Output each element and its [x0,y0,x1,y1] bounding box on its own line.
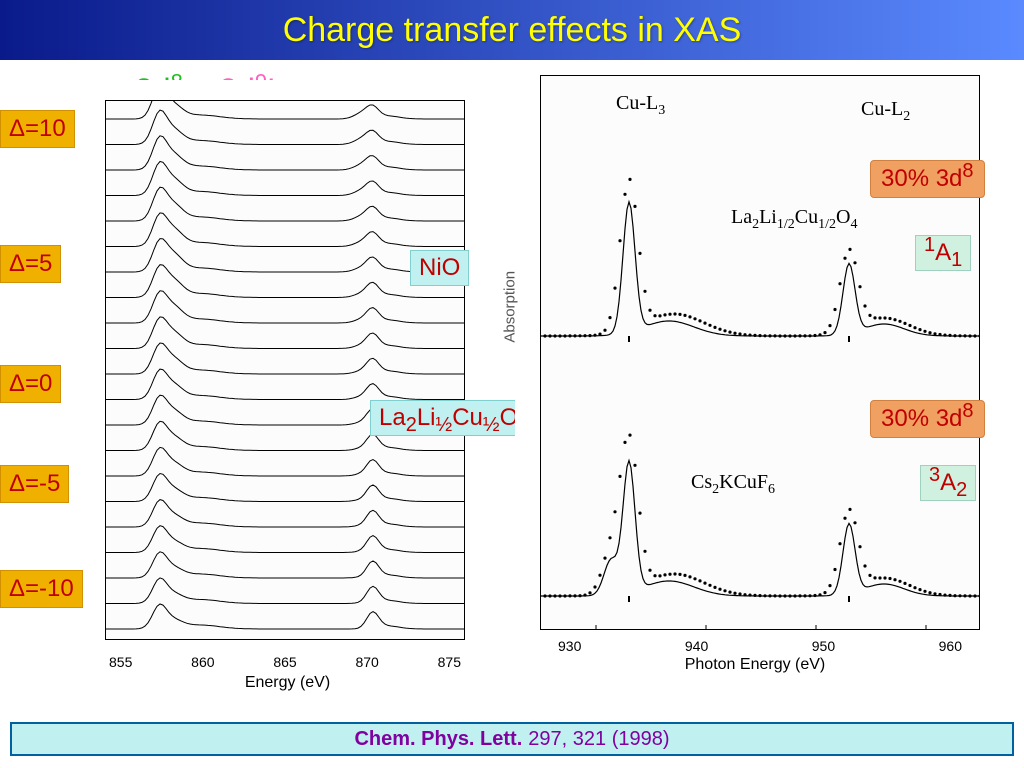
delta-label-2: Δ=0 [0,365,61,403]
peak-label-2: La2Li1/2Cu1/2O4 [731,206,857,229]
right-tick: 950 [812,638,835,654]
left-tick: 865 [273,654,296,670]
compound-label-0: NiO [410,250,469,286]
peak-label-3: Cs2KCuF6 [691,471,775,494]
delta-label-1: Δ=5 [0,245,61,283]
citation-details: 297, 321 (1998) [528,728,669,751]
annot-pct_top: 30% 3d8 [870,160,985,198]
left-x-label: Energy (eV) [95,674,480,692]
left-plot-area [105,100,465,640]
left-spectra-svg [106,101,465,640]
left-tick: 855 [109,654,132,670]
left-chart: 855860865870875 Energy (eV) [95,80,480,670]
annot-term_top: 1A1 [915,235,971,271]
citation-bar: Chem. Phys. Lett. 297, 321 (1998) [10,722,1014,756]
right-tick: 930 [558,638,581,654]
delta-label-0: Δ=10 [0,110,75,148]
left-tick: 875 [438,654,461,670]
annot-term_bot: 3A2 [920,465,976,501]
delta-label-3: Δ=-5 [0,465,69,503]
title-text: Charge transfer effects in XAS [283,11,742,50]
right-tick: 960 [939,638,962,654]
title-bar: Charge transfer effects in XAS [0,0,1024,60]
content-area: 3d8 + 3d9L Δ=10Δ=5Δ=0Δ=-5Δ=-10 855860865… [0,60,1024,768]
peak-label-0: Cu-L3 [616,92,665,115]
citation-journal: Chem. Phys. Lett. [354,728,522,751]
right-tick: 940 [685,638,708,654]
annot-pct_bot: 30% 3d8 [870,400,985,438]
left-tick: 870 [355,654,378,670]
right-x-ticks: 930 940 950 960 [540,638,980,654]
right-y-label: Absorption [502,271,519,343]
delta-label-4: Δ=-10 [0,570,83,608]
left-x-ticks: 855 860 865 870 875 [105,654,465,670]
peak-label-1: Cu-L2 [861,98,910,121]
right-x-label: Photon Energy (eV) [515,656,995,674]
compound-label-1: La2Li½Cu½O4 [370,400,538,436]
left-tick: 860 [191,654,214,670]
right-plot-area: Cu-L3 Cu-L2 La2Li1/2Cu1/2O4 Cs2KCuF6 [540,75,980,630]
